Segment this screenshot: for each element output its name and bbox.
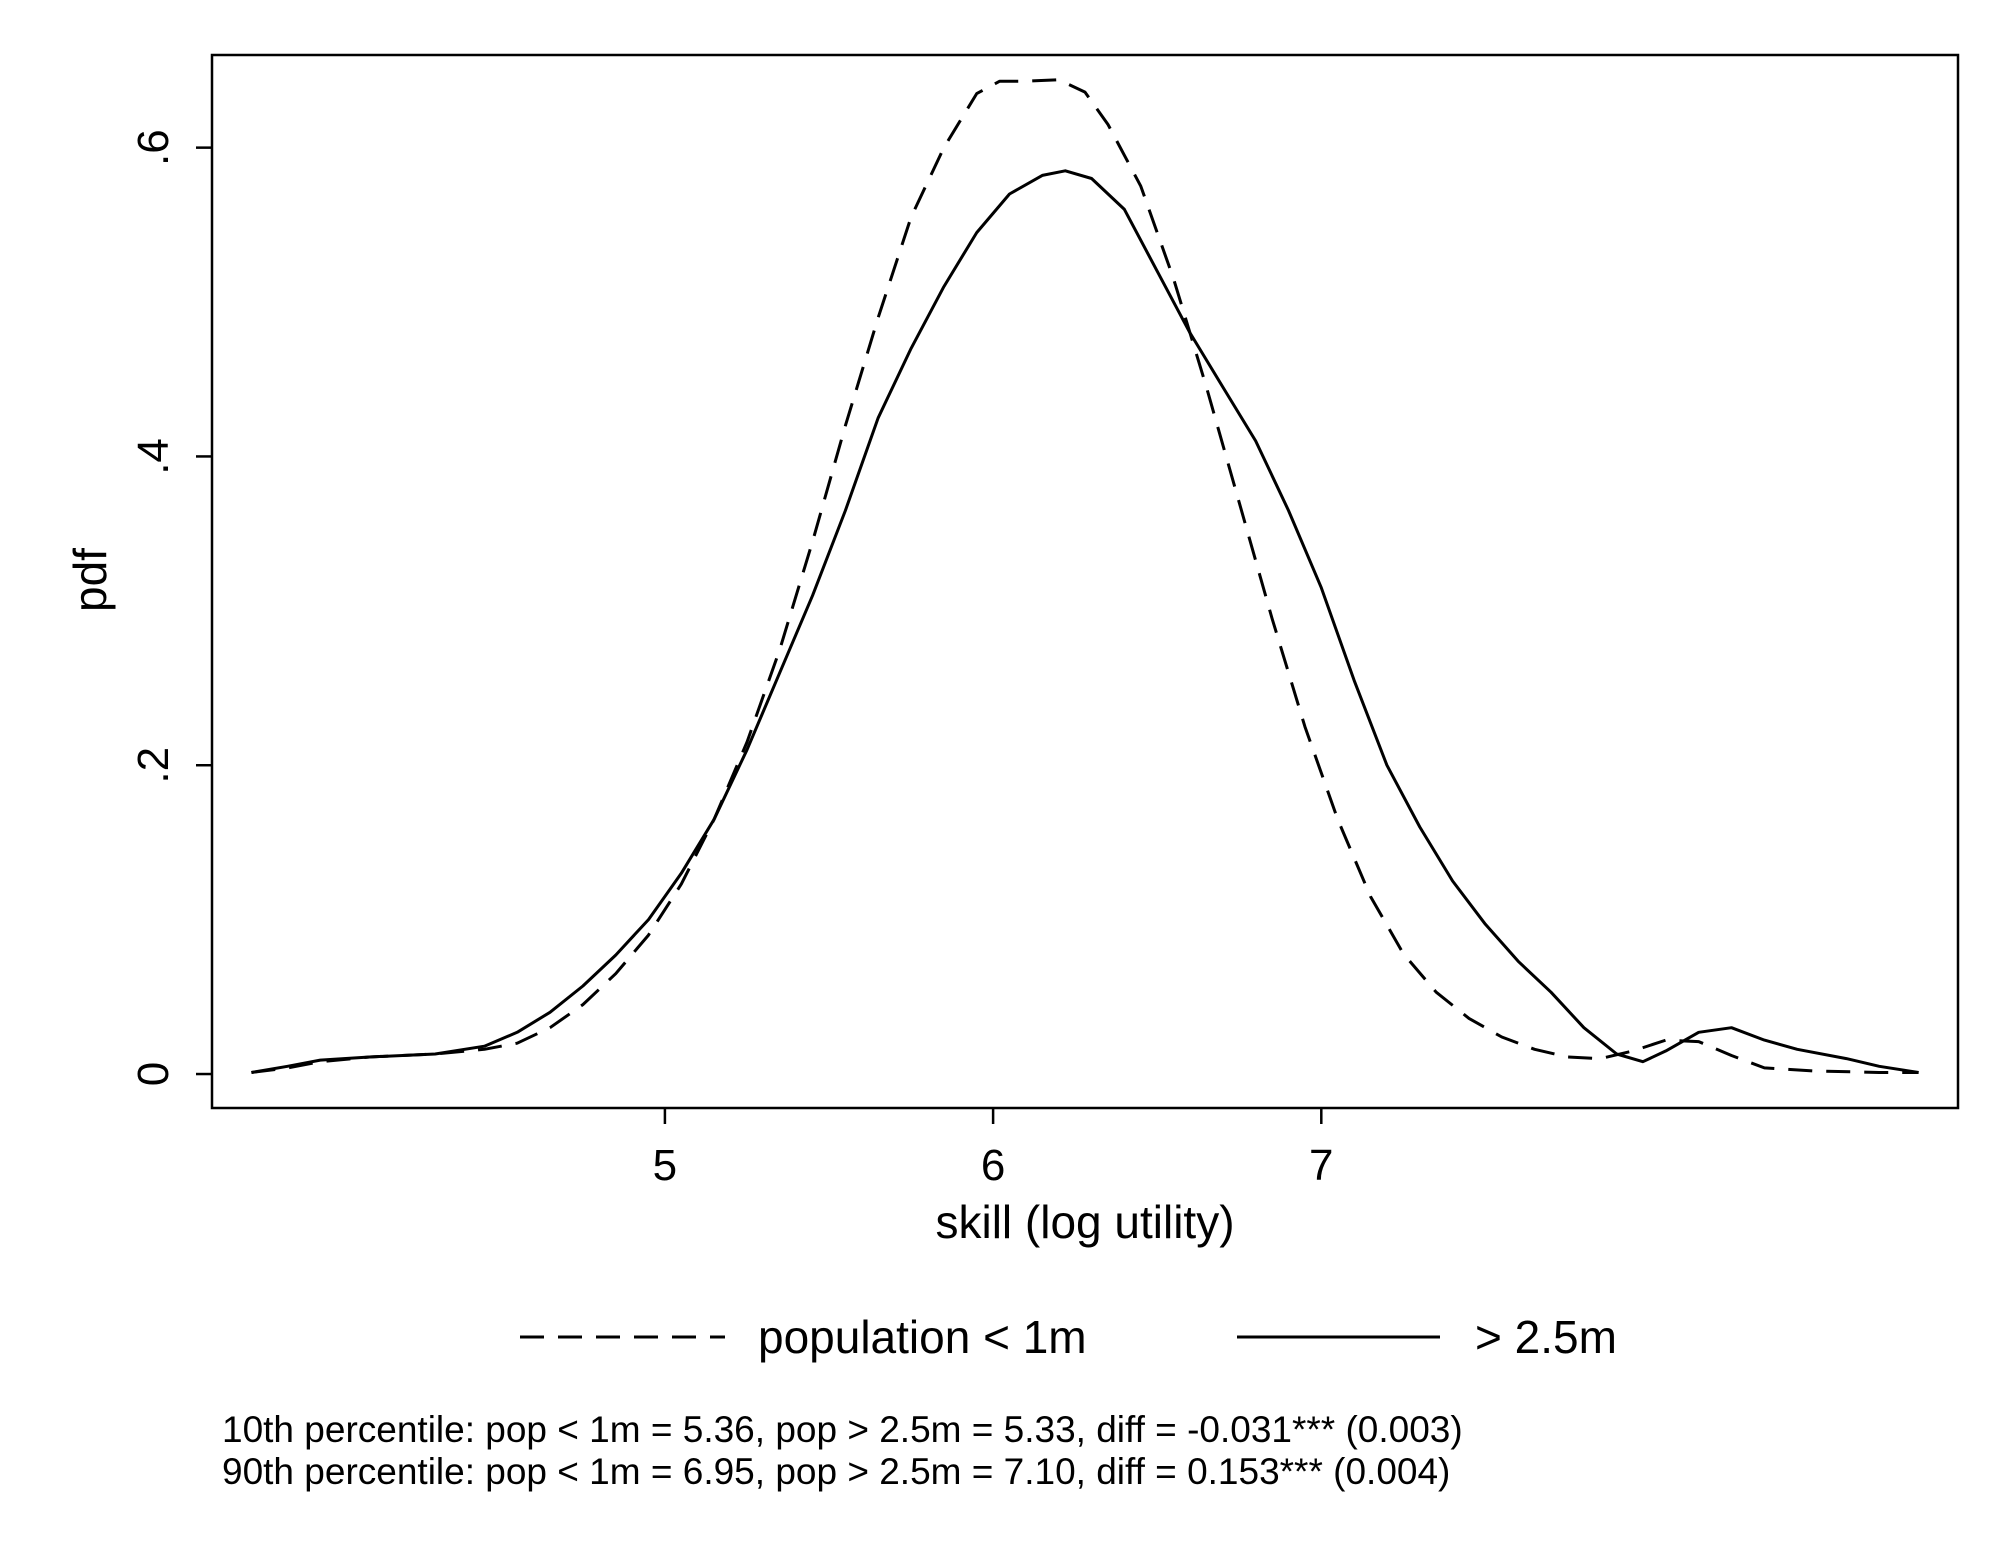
y-tick-label: .6 [129,129,178,166]
y-tick-label: .4 [129,438,178,475]
x-tick-label: 5 [653,1141,677,1190]
series-line-solid [251,169,1919,1074]
x-tick-label: 7 [1309,1141,1333,1190]
note-10th-percentile: 10th percentile: pop < 1m = 5.36, pop > … [222,1409,1463,1450]
note-90th-percentile: 90th percentile: pop < 1m = 6.95, pop > … [222,1451,1451,1492]
series-layer [251,78,1919,1074]
legend: population < 1m > 2.5m [520,1311,1617,1363]
y-axis: 0 .2 .4 .6 [129,129,212,1086]
x-axis: 5 6 7 [653,1108,1334,1190]
series-line-dashed [251,78,1919,1074]
plot-frame [210,53,1960,1110]
legend-label-dashed: population < 1m [758,1311,1087,1363]
x-axis-title: skill (log utility) [935,1196,1234,1248]
y-tick-label: 0 [129,1062,178,1086]
x-tick-label: 6 [981,1141,1005,1190]
y-axis-title: pdf [64,548,116,612]
legend-label-solid: > 2.5m [1475,1311,1617,1363]
y-tick-label: .2 [129,747,178,784]
